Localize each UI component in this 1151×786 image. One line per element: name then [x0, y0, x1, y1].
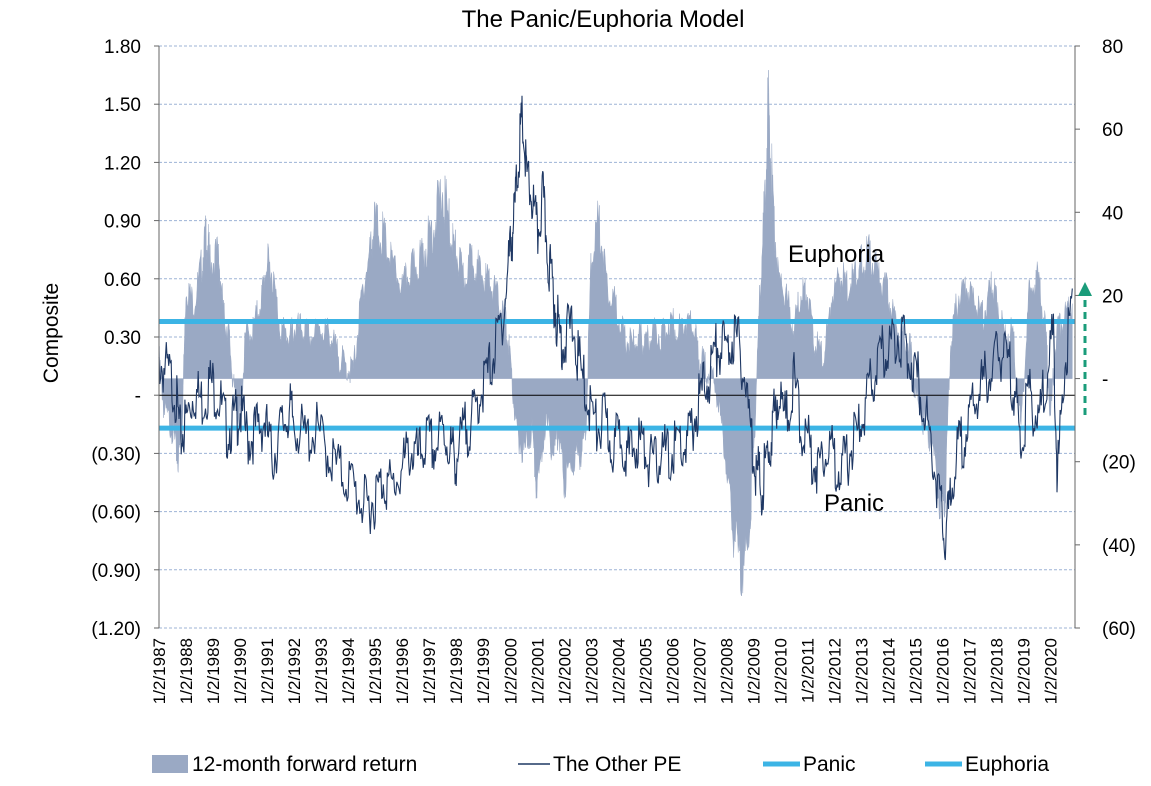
x-tick-label: 1/2/2006: [663, 638, 682, 704]
right-tick-label: 80: [1102, 37, 1123, 58]
chart-title: The Panic/Euphoria Model: [462, 6, 745, 33]
x-tick-label: 1/2/1989: [204, 638, 223, 704]
right-tick-label: (40): [1102, 536, 1136, 557]
left-tick-label: (1.20): [91, 619, 141, 640]
x-tick-label: 1/2/2013: [853, 638, 872, 704]
legend: 12-month forward return The Other PE Pan…: [152, 753, 1049, 776]
x-tick-label: 1/2/2009: [745, 638, 764, 704]
x-tick-label: 1/2/1998: [447, 638, 466, 704]
x-tick-label: 1/2/2020: [1042, 638, 1061, 704]
left-tick-label: 0.30: [104, 328, 141, 349]
left-tick-label: 0.90: [104, 212, 141, 233]
right-tick-label: 40: [1102, 203, 1123, 224]
arrow-head: [1078, 282, 1092, 296]
x-tick-label: 1/2/2017: [961, 638, 980, 704]
right-tick-label: (20): [1102, 453, 1136, 474]
x-tick-label: 1/2/2015: [907, 638, 926, 704]
threshold-lines: [159, 318, 1075, 431]
left-tick-label: (0.60): [91, 503, 141, 524]
x-tick-label: 1/2/2010: [772, 638, 791, 704]
x-tick-label: 1/2/1991: [258, 638, 277, 704]
x-tick-label: 1/2/2014: [880, 638, 899, 704]
x-tick-label: 1/2/2019: [1015, 638, 1034, 704]
other-pe-series: [158, 95, 1073, 561]
euphoria-annotation: Euphoria: [788, 241, 885, 268]
x-tick-label: 1/2/1993: [312, 638, 331, 704]
right-tick-label: (60): [1102, 619, 1136, 640]
forward-return-series: [158, 70, 1073, 597]
x-tick-label: 1/2/2018: [988, 638, 1007, 704]
right-tick-label: 20: [1102, 286, 1123, 307]
x-tick-label: 1/2/2003: [582, 638, 601, 704]
legend-label-euphoria: Euphoria: [965, 753, 1049, 776]
x-tick-label: 1/2/1990: [231, 638, 250, 704]
right-y-ticks: 80 60 40 20 - (20) (40) (60): [1075, 37, 1136, 640]
y-axis-title: Composite: [40, 283, 63, 383]
left-tick-label: 0.60: [104, 270, 141, 291]
left-tick-label: -: [135, 386, 141, 407]
x-tick-label: 1/2/1994: [339, 638, 358, 704]
x-tick-label: 1/2/2012: [826, 638, 845, 704]
x-tick-label: 1/2/2004: [609, 638, 628, 704]
forward-return-area: [158, 70, 1073, 597]
x-tick-label: 1/2/2002: [555, 638, 574, 704]
legend-label-panic: Panic: [803, 753, 856, 776]
right-tick-label: -: [1102, 370, 1108, 391]
legend-swatch-forward-return: [152, 755, 188, 773]
x-tick-label: 1/2/1992: [285, 638, 304, 704]
x-tick-label: 1/2/1999: [474, 638, 493, 704]
left-tick-label: 1.80: [104, 37, 141, 58]
left-tick-label: 1.20: [104, 153, 141, 174]
x-tick-label: 1/2/2016: [934, 638, 953, 704]
right-tick-label: 60: [1102, 120, 1123, 141]
left-y-ticks: 1.80 1.50 1.20 0.90 0.60 0.30 - (0.30) (0.60) (0.…: [91, 37, 159, 640]
x-tick-label: 1/2/2000: [501, 638, 520, 704]
x-tick-label: 1/2/1997: [420, 638, 439, 704]
trend-arrow: [1078, 282, 1092, 415]
x-tick-label: 1/2/1988: [177, 638, 196, 704]
x-tick-label: 1/2/2008: [717, 638, 736, 704]
legend-label-forward-return: 12-month forward return: [192, 753, 417, 776]
left-tick-label: (0.90): [91, 561, 141, 582]
x-tick-label: 1/2/2005: [636, 638, 655, 704]
left-tick-label: (0.30): [91, 444, 141, 465]
x-tick-label: 1/2/2007: [690, 638, 709, 704]
panic-annotation: Panic: [824, 490, 884, 517]
legend-label-other-pe: The Other PE: [553, 753, 681, 776]
x-tick-label: 1/2/1996: [393, 638, 412, 704]
left-tick-label: 1.50: [104, 95, 141, 116]
x-tick-label: 1/2/1987: [150, 638, 169, 704]
x-tick-label: 1/2/2011: [799, 638, 818, 703]
other-pe-line: [158, 95, 1073, 561]
x-tick-label: 1/2/1995: [366, 638, 385, 704]
x-ticks: 1/2/1987 1/2/1988 1/2/1989 1/2/1990 1/2/1991…: [150, 638, 1061, 704]
x-tick-label: 1/2/2001: [528, 638, 547, 704]
